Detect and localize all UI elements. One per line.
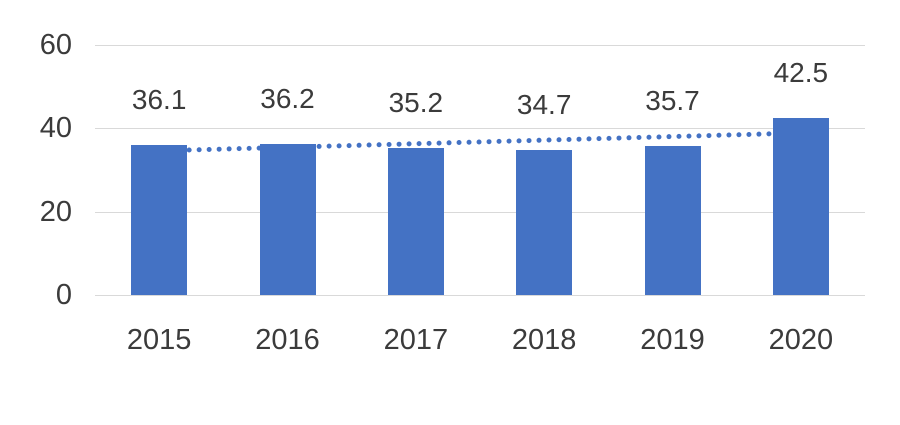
- trendline: [156, 130, 804, 154]
- bar-value-label: 36.2: [260, 83, 315, 115]
- y-tick-label: 40: [39, 112, 72, 145]
- gridline: [95, 211, 865, 213]
- x-tick-label: 2015: [126, 324, 192, 356]
- bar: [772, 117, 829, 295]
- gridline: [95, 45, 865, 46]
- bar: [516, 150, 573, 295]
- y-tick-label: 0: [55, 279, 72, 311]
- bar-value-label: 34.7: [516, 89, 572, 121]
- y-tick-label: 20: [39, 195, 72, 228]
- x-tick-label: 2019: [640, 324, 705, 356]
- bar: [259, 144, 316, 295]
- bar: [387, 148, 444, 295]
- bar-value-label: 42.5: [773, 56, 829, 88]
- x-tick-label: 2016: [255, 324, 320, 356]
- gridline: [95, 295, 865, 296]
- x-tick-label: 2018: [511, 324, 577, 356]
- bar-value-label: 36.1: [131, 83, 187, 115]
- x-tick-label: 2017: [383, 324, 449, 356]
- plot-area: 36.1 36.2 35.2 34.7 35.7 42.5: [95, 45, 865, 296]
- gridline: [95, 128, 865, 130]
- bar: [644, 146, 701, 295]
- trendline-path: [156, 130, 804, 154]
- x-tick-label: 2020: [768, 324, 834, 356]
- bar-value-label: 35.2: [388, 87, 444, 119]
- bar-value-label: 35.7: [645, 85, 700, 117]
- y-tick-label: 60: [39, 29, 72, 61]
- bar: [131, 144, 188, 295]
